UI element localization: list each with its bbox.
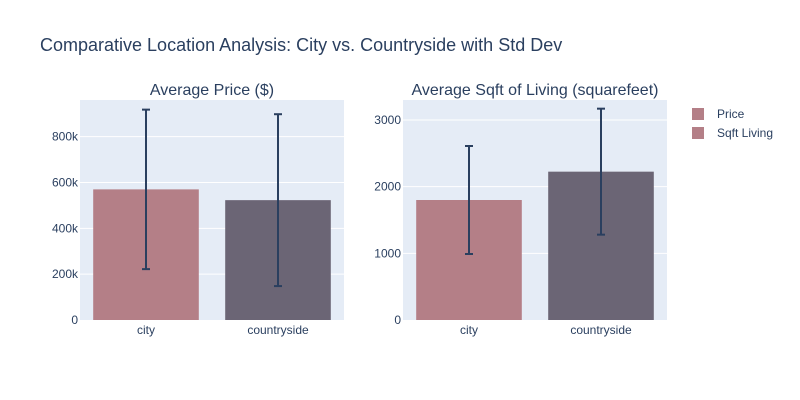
- legend-item[interactable]: Price: [692, 107, 745, 121]
- price-y-tick-label: 600k: [52, 176, 79, 190]
- legend-label: Price: [717, 107, 745, 121]
- legend-item[interactable]: Sqft Living: [692, 126, 773, 140]
- sqft-error-bars: [465, 107, 605, 255]
- chart-title: Comparative Location Analysis: City vs. …: [40, 35, 562, 55]
- price-x-tick-label: countryside: [247, 323, 309, 337]
- price-y-tick-label: 200k: [52, 267, 79, 281]
- sqft-y-tick-label: 2000: [374, 180, 401, 194]
- price-y-tick-label: 0: [71, 313, 78, 327]
- price-panel: 0 200k 400k 600k 800k city countryside Averag…: [52, 82, 344, 337]
- price-x-axis: city countryside: [137, 323, 309, 337]
- legend-label: Sqft Living: [717, 126, 773, 140]
- sqft-panel: 0 1000 2000 3000 city countryside Average Sq…: [374, 82, 667, 337]
- price-error-bars: [142, 108, 282, 288]
- sqft-x-tick-label: city: [460, 323, 478, 337]
- sqft-error-bar-countryside: [597, 107, 605, 236]
- sqft-y-tick-label: 1000: [374, 246, 401, 260]
- legend-swatch: [692, 108, 704, 120]
- sqft-error-bar-city: [465, 145, 473, 255]
- sqft-y-axis: 0 1000 2000 3000: [374, 113, 401, 327]
- price-error-bar-countryside: [274, 113, 282, 288]
- sqft-y-tick-label: 3000: [374, 113, 401, 127]
- price-y-tick-label: 400k: [52, 221, 79, 235]
- legend-swatch: [692, 127, 704, 139]
- sqft-x-tick-label: countryside: [570, 323, 632, 337]
- price-y-tick-label: 800k: [52, 130, 79, 144]
- sqft-y-tick-label: 0: [394, 313, 401, 327]
- price-subplot-title: Average Price ($): [150, 82, 274, 99]
- sqft-subplot-title: Average Sqft of Living (squarefeet): [412, 82, 659, 99]
- legend[interactable]: Price Sqft Living: [692, 107, 773, 140]
- price-error-bar-city: [142, 108, 150, 271]
- price-x-tick-label: city: [137, 323, 155, 337]
- price-y-axis: 0 200k 400k 600k 800k: [52, 130, 79, 327]
- sqft-x-axis: city countryside: [460, 323, 632, 337]
